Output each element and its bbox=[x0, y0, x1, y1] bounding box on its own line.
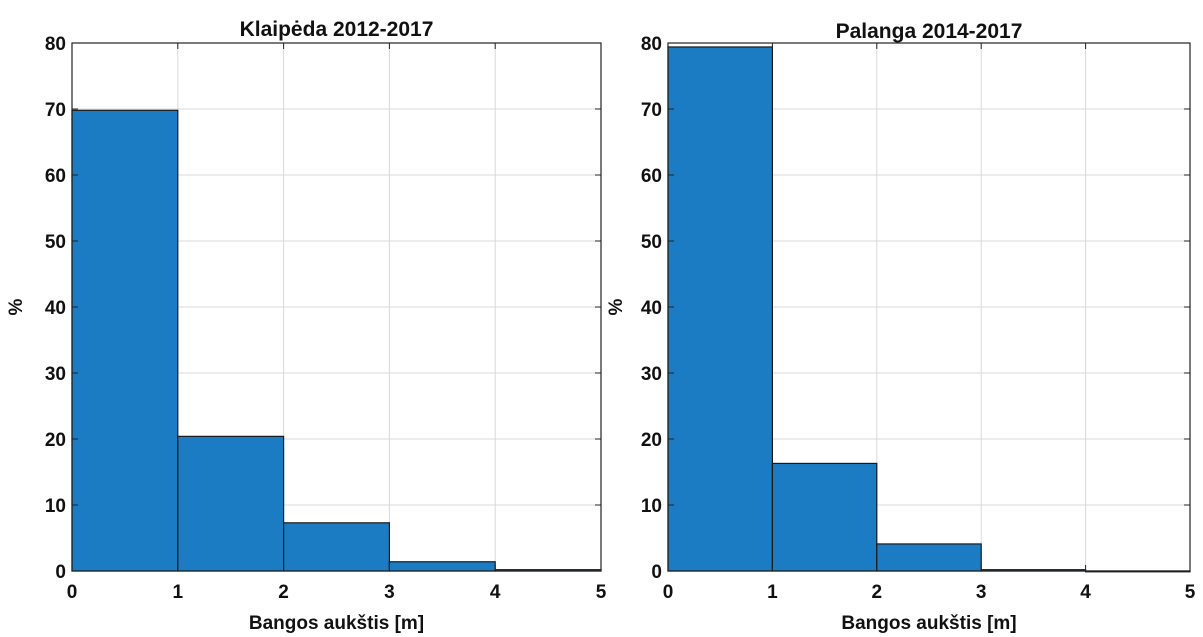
y-tick-label: 0 bbox=[55, 562, 66, 583]
y-tick-label: 60 bbox=[641, 166, 662, 187]
chart-title: Palanga 2014-2017 bbox=[836, 20, 1023, 43]
histogram-bar bbox=[771, 462, 878, 572]
y-axis-label: % bbox=[606, 298, 627, 315]
x-tick-label: 3 bbox=[384, 582, 395, 603]
x-tick-label: 0 bbox=[663, 582, 674, 603]
y-tick-label: 50 bbox=[641, 232, 662, 253]
y-tick-label: 40 bbox=[641, 298, 662, 319]
histogram-bar bbox=[177, 435, 285, 572]
histogram-bar bbox=[876, 543, 982, 572]
x-tick-label: 5 bbox=[596, 582, 607, 603]
x-tick-label: 1 bbox=[173, 582, 184, 603]
y-tick-label: 70 bbox=[641, 100, 662, 121]
histogram-bar bbox=[667, 46, 774, 572]
x-tick-label: 3 bbox=[976, 582, 987, 603]
y-tick-label: 40 bbox=[45, 298, 66, 319]
y-tick-label: 30 bbox=[641, 364, 662, 385]
histogram-bar bbox=[388, 561, 496, 572]
x-axis-label: Bangos aukštis [m] bbox=[249, 613, 424, 634]
y-tick-label: 60 bbox=[45, 166, 66, 187]
y-tick-label: 50 bbox=[45, 232, 66, 253]
y-tick-label: 10 bbox=[641, 496, 662, 517]
y-tick-label: 20 bbox=[641, 430, 662, 451]
y-tick-label: 30 bbox=[45, 364, 66, 385]
x-tick-label: 0 bbox=[67, 582, 78, 603]
x-tick-label: 1 bbox=[767, 582, 778, 603]
x-axis-label: Bangos aukštis [m] bbox=[841, 613, 1016, 634]
y-tick-label: 80 bbox=[641, 34, 662, 55]
x-tick-label: 2 bbox=[278, 582, 289, 603]
x-tick-label: 2 bbox=[872, 582, 883, 603]
chart-title: Klaipėda 2012-2017 bbox=[240, 18, 434, 41]
y-axis-label: % bbox=[6, 298, 27, 315]
x-tick-label: 4 bbox=[1080, 582, 1091, 603]
y-tick-label: 80 bbox=[45, 34, 66, 55]
histogram-bar bbox=[283, 522, 391, 572]
x-tick-label: 4 bbox=[490, 582, 501, 603]
y-tick-label: 70 bbox=[45, 100, 66, 121]
y-tick-label: 20 bbox=[45, 430, 66, 451]
y-tick-label: 10 bbox=[45, 496, 66, 517]
y-tick-label: 0 bbox=[651, 562, 662, 583]
histogram-bar bbox=[71, 109, 179, 572]
x-tick-label: 5 bbox=[1185, 582, 1196, 603]
